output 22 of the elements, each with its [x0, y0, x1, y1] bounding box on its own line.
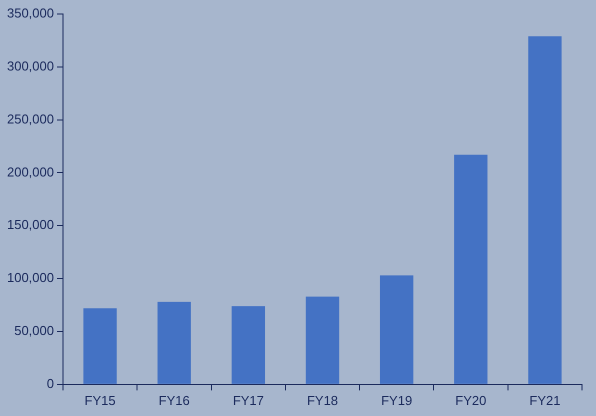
x-tick-label: FY20	[455, 392, 486, 408]
y-tick-label: 350,000	[6, 6, 54, 21]
y-tick-label: 300,000	[6, 58, 54, 74]
bar	[158, 302, 191, 384]
x-tick-label: FY18	[306, 392, 338, 408]
bar	[454, 154, 488, 384]
bar	[528, 36, 562, 384]
x-tick-label: FY21	[529, 392, 560, 408]
bar	[232, 306, 266, 384]
x-tick-label: FY15	[84, 392, 116, 408]
x-tick-label: FY17	[232, 392, 264, 408]
y-tick-label: 50,000	[14, 323, 54, 338]
y-tick-label: 100,000	[6, 270, 54, 286]
y-tick-label: 200,000	[6, 164, 54, 180]
bar	[306, 296, 340, 384]
y-tick-label: 150,000	[6, 217, 54, 232]
y-tick-label: 250,000	[6, 111, 54, 126]
bar	[83, 308, 117, 384]
x-tick-label: FY16	[158, 392, 190, 408]
y-tick-label: 0	[46, 376, 54, 391]
bar	[380, 275, 414, 384]
x-tick-label: FY19	[381, 392, 412, 408]
